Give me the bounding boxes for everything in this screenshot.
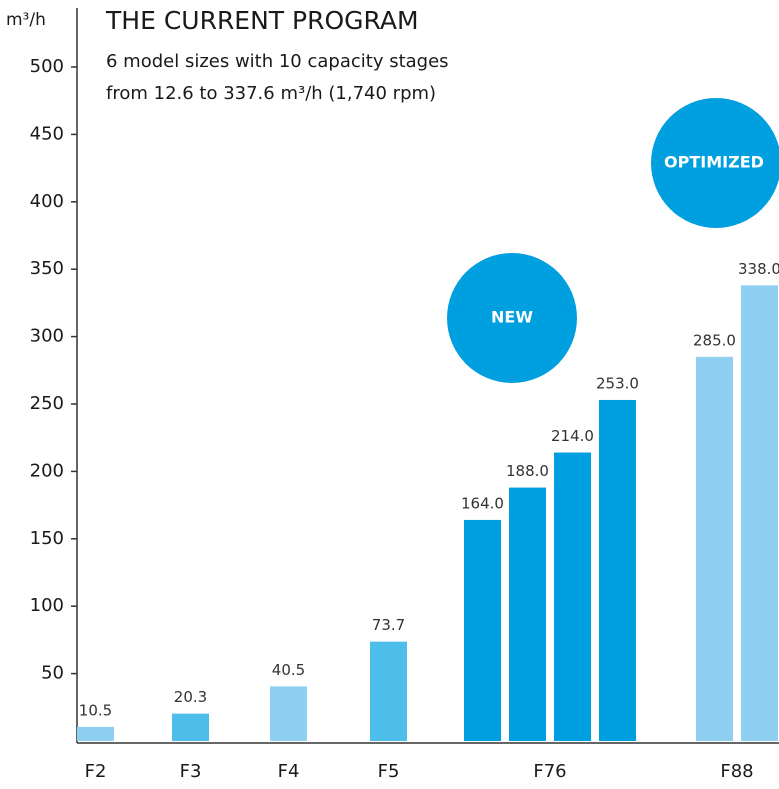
bar bbox=[741, 285, 778, 741]
y-tick-label: 300 bbox=[30, 326, 64, 347]
bar bbox=[599, 399, 636, 741]
x-tick-label: F4 bbox=[278, 761, 300, 782]
value-label: 338.0 bbox=[738, 260, 779, 278]
bar bbox=[172, 713, 209, 741]
value-label: 188.0 bbox=[506, 462, 549, 480]
y-tick-label: 400 bbox=[30, 191, 64, 212]
bar bbox=[554, 452, 591, 741]
chart-title: THE CURRENT PROGRAM bbox=[105, 6, 419, 35]
bar bbox=[509, 487, 546, 741]
x-tick-label: F88 bbox=[720, 761, 753, 782]
subtitle: from 12.6 to 337.6 m³/h (1,740 rpm) bbox=[106, 83, 436, 104]
y-tick-label: 100 bbox=[30, 595, 64, 616]
value-label: 20.3 bbox=[174, 688, 207, 706]
y-unit: m³/h bbox=[6, 10, 46, 30]
y-tick-label: 50 bbox=[41, 663, 64, 684]
bar bbox=[464, 519, 501, 741]
value-label: 10.5 bbox=[79, 701, 112, 719]
y-tick-label: 200 bbox=[30, 460, 64, 481]
x-tick-label: F3 bbox=[180, 761, 202, 782]
subtitle: 6 model sizes with 10 capacity stages bbox=[106, 51, 449, 72]
y-tick-label: 150 bbox=[30, 528, 64, 549]
value-label: 214.0 bbox=[551, 427, 594, 445]
value-label: 40.5 bbox=[272, 661, 305, 679]
value-label: 253.0 bbox=[596, 374, 639, 392]
bar bbox=[696, 356, 733, 741]
x-tick-label: F5 bbox=[378, 761, 400, 782]
y-tick-label: 500 bbox=[30, 56, 64, 77]
value-label: 285.0 bbox=[693, 331, 736, 349]
bar bbox=[270, 686, 307, 741]
badge bbox=[651, 98, 779, 228]
badge-label: OPTIMIZED bbox=[664, 153, 764, 172]
bar bbox=[77, 726, 114, 741]
badge-label: NEW bbox=[491, 308, 533, 327]
x-tick-label: F2 bbox=[85, 761, 107, 782]
y-tick-label: 350 bbox=[30, 258, 64, 279]
value-label: 73.7 bbox=[372, 616, 405, 634]
bar bbox=[370, 641, 407, 741]
x-tick-label: F76 bbox=[533, 761, 566, 782]
y-tick-label: 450 bbox=[30, 123, 64, 144]
badge bbox=[447, 253, 577, 383]
y-tick-label: 250 bbox=[30, 393, 64, 414]
value-label: 164.0 bbox=[461, 494, 504, 512]
